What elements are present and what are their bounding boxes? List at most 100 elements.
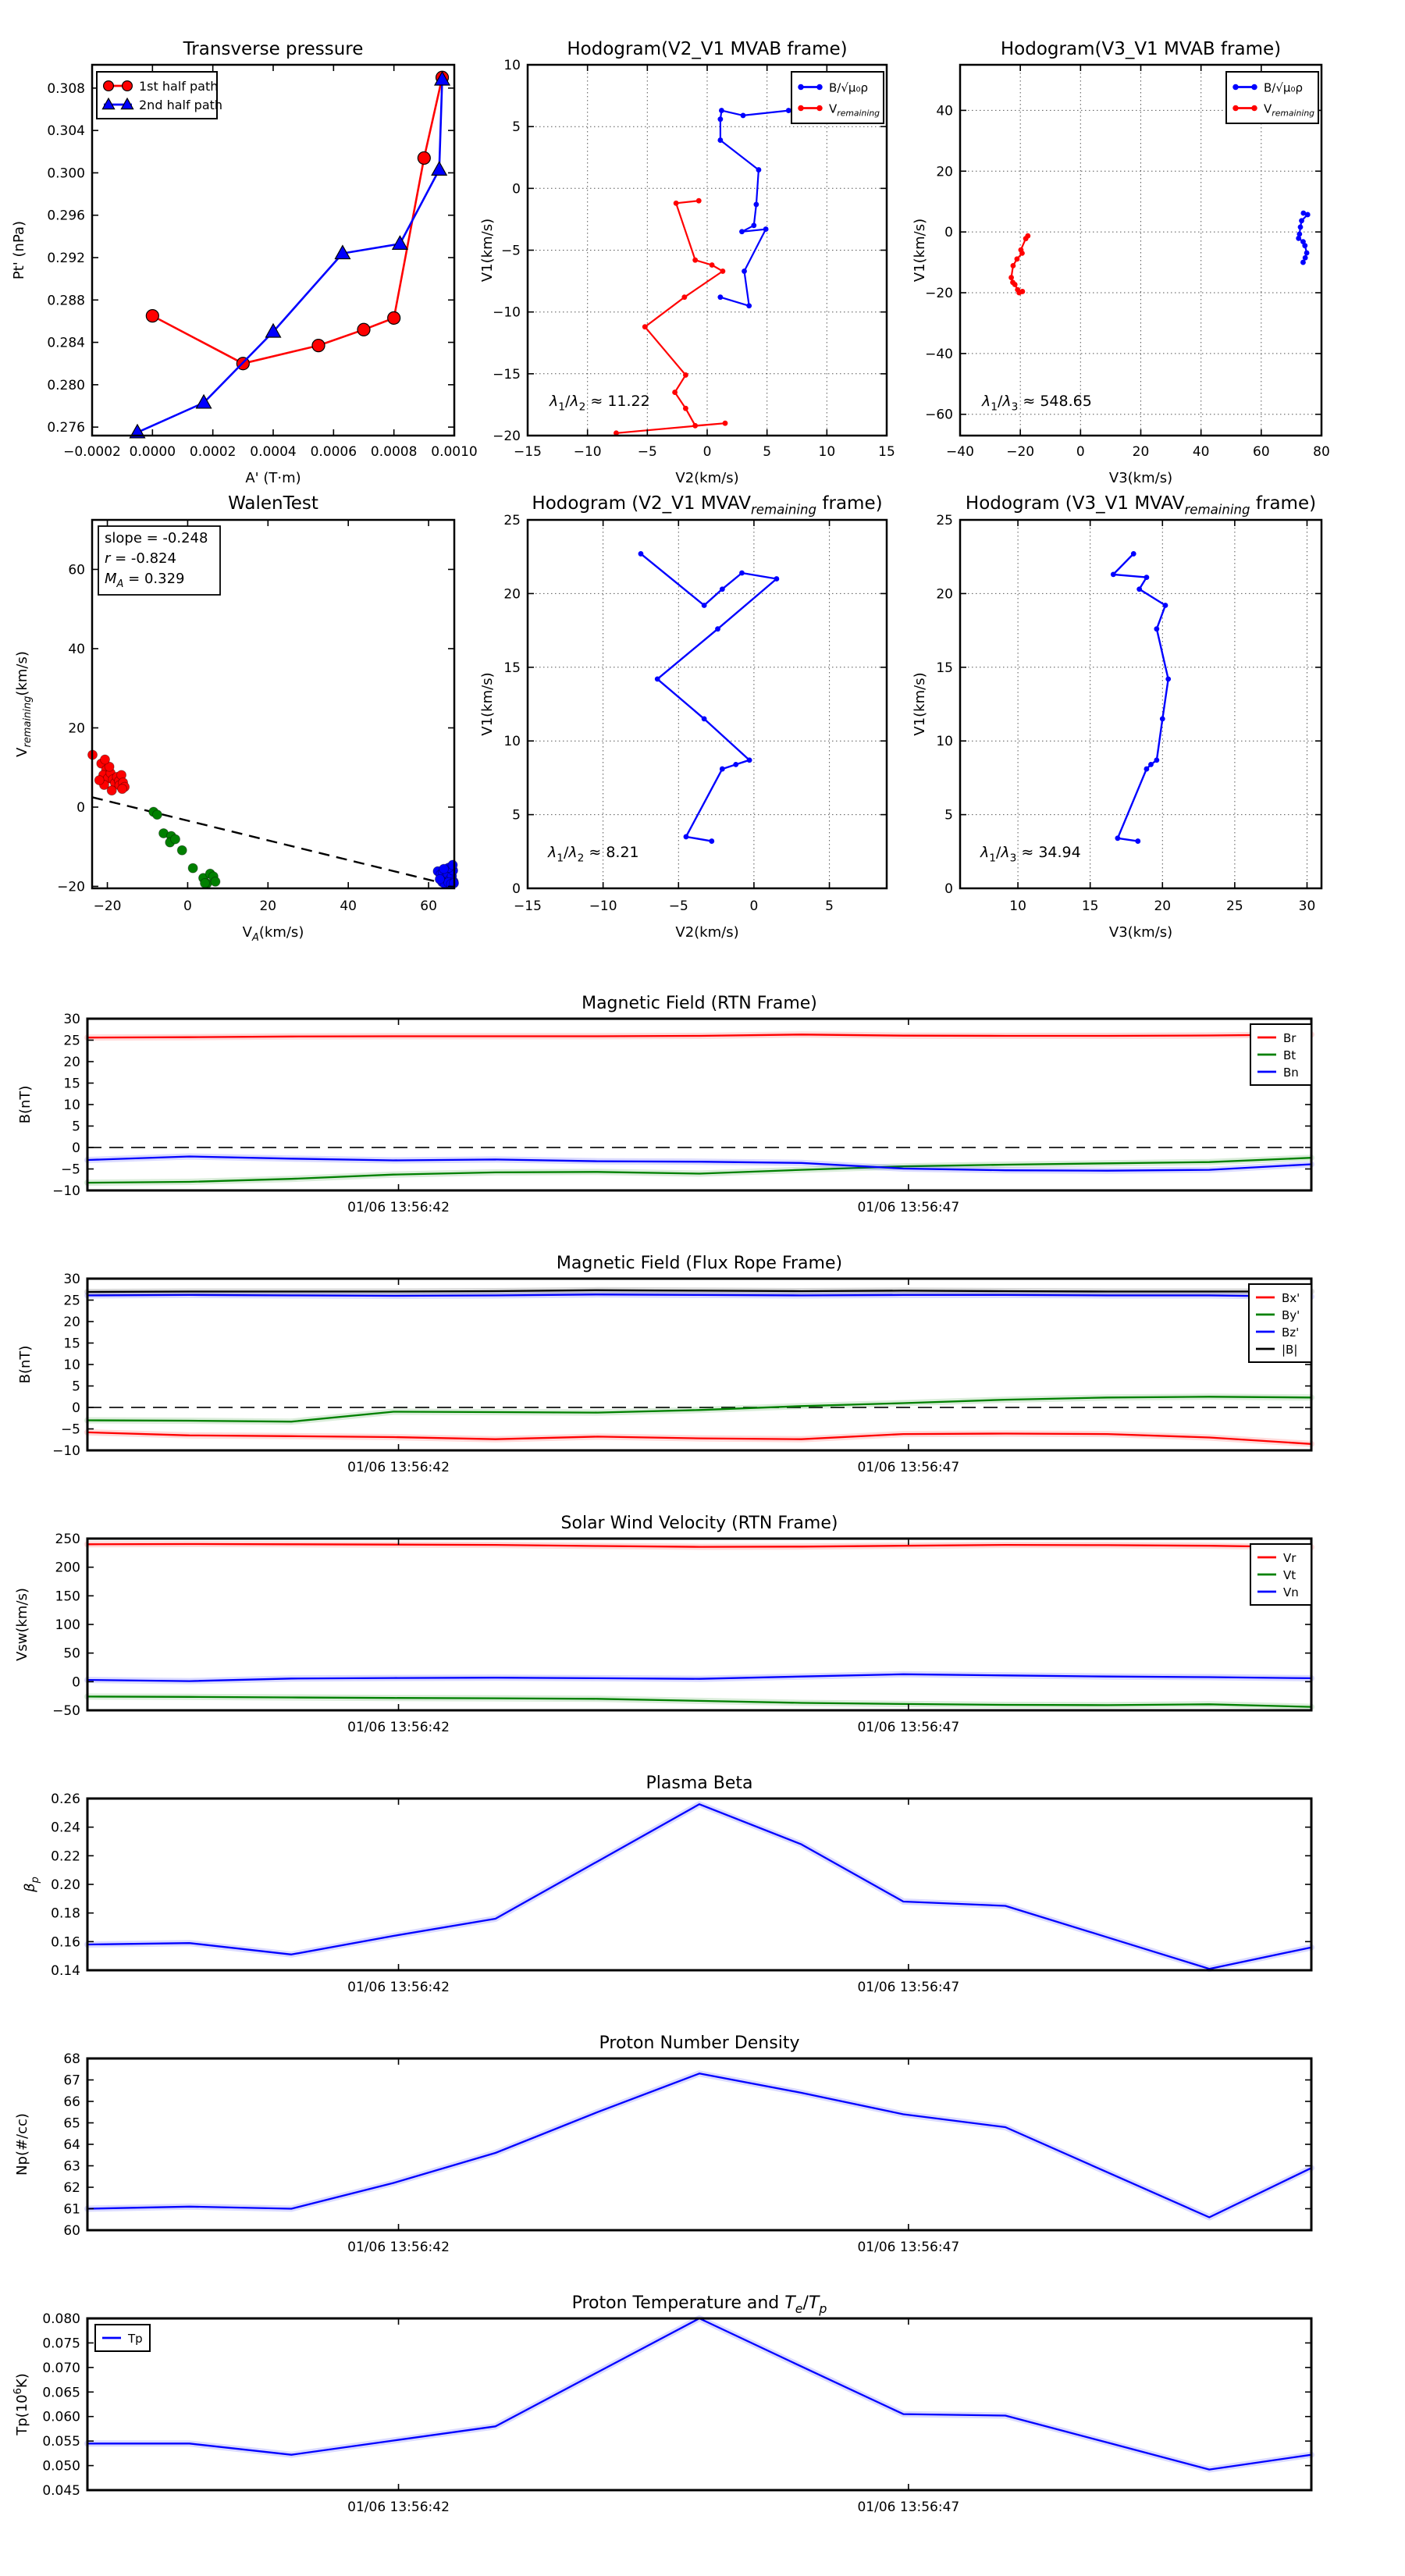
y-axis-label: V1(km/s): [479, 219, 496, 282]
series-Vn: [87, 1673, 1312, 1682]
marker-dot: [715, 626, 720, 632]
plot-frame: [86, 2057, 1313, 2232]
x-tick-label: 0.0004: [250, 444, 296, 460]
x-tick-label: 40: [340, 898, 357, 914]
x-tick-label: 0.0002: [190, 444, 236, 460]
marker-circle: [311, 339, 325, 353]
scatter-point: [169, 834, 180, 845]
plot-hodogram-v3v1-mvav: 10 15 20 25 30 0 5 10 15 20 25 Hodogram (V3_V1 MVAV…: [912, 493, 1323, 941]
x-tick-label: 20: [259, 898, 276, 914]
series-B-magnitude: [87, 1289, 1311, 1293]
plot-proton-number-density: 01/06 13:56:42 01/06 13:56:47 60 61 62 63 64 65…: [14, 2033, 1314, 2255]
y-tick-label: 0.065: [42, 2385, 80, 2400]
legend-label: Br: [1283, 1031, 1297, 1045]
y-tick-label: 66: [63, 2094, 80, 2110]
marker-dot: [683, 405, 688, 411]
marker-dot: [1136, 586, 1143, 592]
y-axis-label: B(nT): [17, 1086, 34, 1124]
x-tick-label: 15: [1082, 898, 1099, 914]
scatter-point: [117, 784, 128, 795]
marker-dot: [1300, 239, 1306, 244]
lambda-annotation: λ1/λ2 ≈ 11.22: [549, 393, 650, 413]
plot-title: Magnetic Field (RTN Frame): [582, 994, 817, 1013]
marker-dot: [1010, 262, 1016, 269]
scatter-point: [94, 774, 105, 785]
y-axis-label: B(nT): [17, 1346, 34, 1384]
plot-magnetic-field-rtn: 01/06 13:56:42 01/06 13:56:47 −10 −5 0 5 10 15 2…: [17, 994, 1314, 1215]
marker-dot: [753, 201, 759, 208]
x-tick-label: 10: [819, 444, 836, 460]
y-tick-label: 0.075: [42, 2336, 80, 2351]
marker-dot: [742, 269, 747, 274]
marker-circle: [417, 151, 431, 165]
marker-dot: [785, 108, 791, 113]
marker-dot: [695, 197, 702, 204]
x-tick-label: 15: [878, 444, 895, 460]
x-tick-label: 01/06 13:56:42: [347, 1460, 450, 1475]
marker-dot: [1296, 235, 1302, 241]
plot-frame: [91, 518, 456, 890]
marker-dot: [1299, 218, 1304, 224]
y-tick-label: 40: [68, 642, 85, 657]
marker-dot: [683, 834, 689, 840]
y-tick-label: −20: [493, 429, 521, 444]
y-tick-label: 20: [63, 1315, 80, 1330]
y-tick-label: 0.22: [51, 1848, 80, 1864]
x-tick-label: 25: [1226, 898, 1243, 914]
y-tick-label: 60: [63, 2223, 80, 2239]
marker-dot: [1144, 575, 1150, 581]
scatter-point: [210, 876, 221, 887]
plot-hodogram-v2v1-mvab: −15 −10 −5 0 5 10 15−20−15−10−50510Hodogram(V2…: [479, 39, 895, 486]
legend-label: B/√μ₀ρ: [1264, 81, 1303, 95]
plot-frame: [86, 2317, 1313, 2492]
marker-dot: [1148, 762, 1154, 767]
y-tick-label: −40: [925, 347, 953, 362]
x-tick-label: 0: [183, 898, 192, 914]
y-tick-label: 0: [72, 1674, 80, 1690]
x-tick-label: 01/06 13:56:47: [857, 1460, 959, 1475]
marker-triangle: [195, 393, 212, 409]
marker-dot: [1008, 275, 1014, 280]
marker-triangle: [101, 97, 116, 110]
y-tick-label: −20: [57, 879, 85, 895]
x-tick-label: 20: [1154, 898, 1171, 914]
y-tick-label: 0.18: [51, 1906, 80, 1922]
marker-dot: [1304, 212, 1311, 218]
y-tick-label: 0.300: [47, 165, 85, 181]
marker-dot: [1110, 571, 1116, 578]
y-tick-label: −10: [52, 1443, 80, 1459]
marker-dot: [1016, 290, 1023, 296]
gridlines: [960, 519, 1321, 889]
y-tick-label: 20: [63, 1055, 80, 1070]
x-tick-label: −40: [946, 444, 974, 460]
marker-dot: [709, 262, 715, 268]
marker-dot: [701, 603, 707, 608]
y-tick-label: 5: [512, 119, 521, 135]
legend-label: By': [1282, 1308, 1300, 1322]
marker-dot: [1165, 676, 1172, 682]
y-tick-label: 0.20: [51, 1877, 80, 1893]
x-tick-label: 01/06 13:56:42: [347, 1980, 450, 1995]
x-tick-label: −10: [589, 898, 617, 914]
x-tick-label: 5: [763, 444, 771, 460]
y-tick-label: 0.060: [42, 2410, 80, 2425]
stats-line: r = -0.824: [105, 550, 176, 567]
marker-dot: [709, 838, 715, 844]
marker-dot: [673, 200, 679, 206]
x-tick-label: 60: [1253, 444, 1270, 460]
y-tick-label: 63: [63, 2159, 80, 2175]
y-axis-label: Vremaining(km/s): [14, 651, 34, 757]
marker-dot: [1297, 224, 1304, 230]
marker-circle: [103, 80, 115, 91]
y-axis-label: Np(#/cc): [14, 2113, 30, 2176]
plot-title: Plasma Beta: [646, 1774, 753, 1793]
y-tick-label: 25: [63, 1034, 80, 1049]
marker-dot: [717, 137, 724, 143]
series-glow-Tp: [84, 2315, 1314, 2473]
lambda-annotation: λ1/λ2 ≈ 8.21: [547, 844, 639, 864]
y-tick-label: 250: [55, 1532, 80, 1547]
y-tick-label: 10: [503, 58, 521, 73]
marker-dot: [1135, 838, 1141, 844]
marker-circle: [145, 309, 159, 323]
x-tick-label: 30: [1299, 898, 1316, 914]
